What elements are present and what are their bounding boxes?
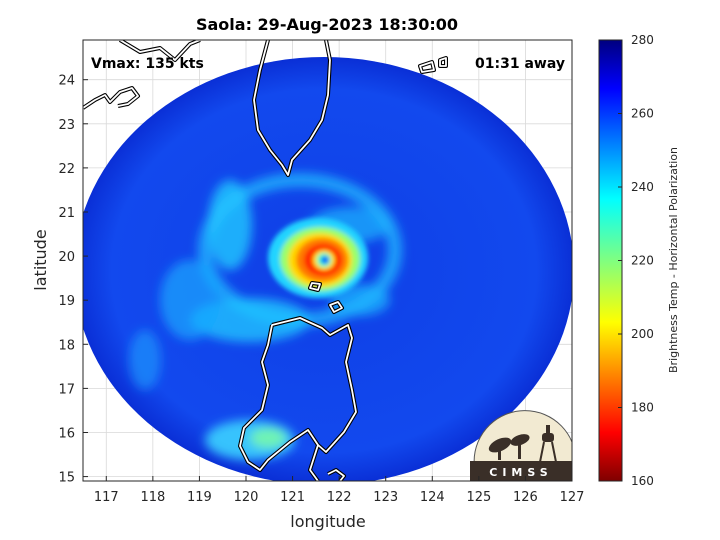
y-axis-label: latitude [31, 229, 50, 290]
y-tick-label: 20 [58, 250, 75, 265]
x-tick-label: 117 [94, 490, 119, 505]
x-axis-ticks: 117 118 119 120 121 122 123 124 125 126 127 [94, 476, 585, 505]
y-tick-label: 19 [58, 294, 75, 309]
y-tick-label: 23 [58, 118, 75, 133]
x-tick-label: 120 [234, 490, 259, 505]
colorbar-ticks: 160 180 200 220 240 260 280 [618, 33, 654, 488]
x-tick-label: 122 [327, 490, 352, 505]
y-tick-label: 22 [58, 162, 75, 177]
cimss-logo-text: CIMSS [489, 466, 552, 479]
colorbar-tick-label: 180 [631, 401, 654, 415]
x-axis-label: longitude [290, 512, 365, 531]
y-tick-label: 18 [58, 338, 75, 353]
time-away-annotation: 01:31 away [475, 56, 565, 72]
x-tick-label: 126 [513, 490, 538, 505]
colorbar-tick-label: 200 [631, 327, 654, 341]
axes-frame [82, 39, 573, 482]
x-tick-label: 123 [373, 490, 398, 505]
colorbar-tick-label: 220 [631, 254, 654, 268]
coastlines [83, 40, 448, 481]
vmax-annotation: Vmax: 135 kts [91, 56, 204, 72]
y-tick-label: 15 [58, 471, 75, 486]
colorbar-tick-label: 240 [631, 180, 654, 194]
x-tick-label: 119 [187, 490, 212, 505]
chart-title: Saola: 29-Aug-2023 18:30:00 [196, 15, 458, 34]
brightness-temp-swath [83, 57, 572, 481]
y-tick-label: 21 [58, 206, 75, 221]
x-tick-label: 125 [466, 490, 491, 505]
plot-area: CIMSS Vmax: 135 kts 01:31 away [82, 39, 573, 482]
x-tick-label: 121 [280, 490, 305, 505]
colorbar-tick-label: 280 [631, 33, 654, 47]
y-tick-label: 16 [58, 426, 75, 441]
x-tick-label: 124 [420, 490, 445, 505]
x-tick-label: 127 [560, 490, 585, 505]
cimss-logo: CIMSS [470, 410, 572, 481]
y-tick-label: 24 [58, 74, 75, 89]
y-axis-ticks: 15 16 17 18 19 20 21 22 23 24 [58, 74, 88, 486]
colorbar-label: Brightness Temp - Horizontal Polarizatio… [667, 147, 680, 373]
x-tick-label: 118 [140, 490, 165, 505]
colorbar-tick-label: 260 [631, 107, 654, 121]
y-tick-label: 17 [58, 382, 75, 397]
colorbar-tick-label: 160 [631, 474, 654, 488]
colorbar: 160 180 200 220 240 260 280 Brightness Temp - … [598, 33, 680, 488]
